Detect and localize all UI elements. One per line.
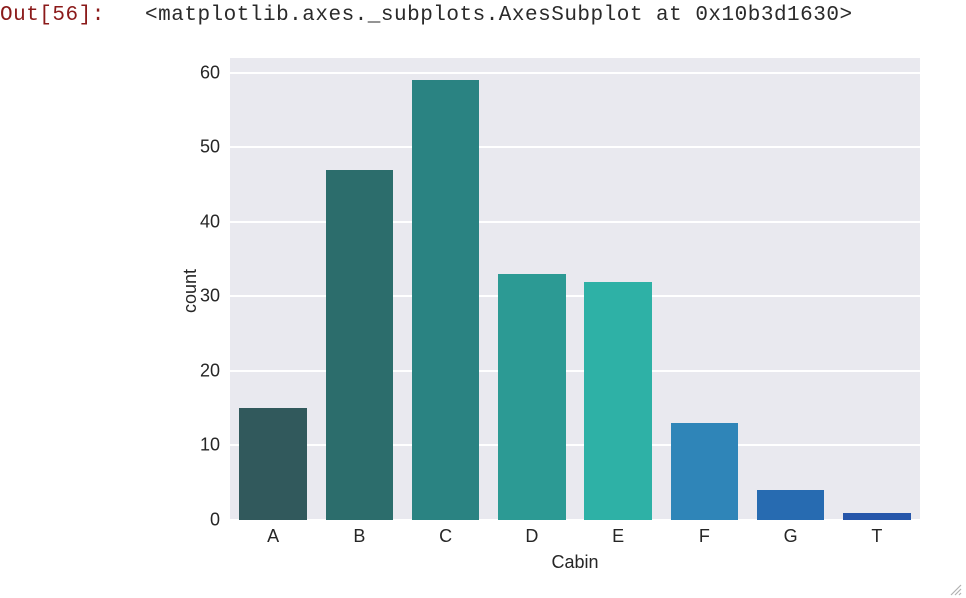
y-axis-label: count: [180, 269, 201, 313]
bar-B: [326, 170, 393, 520]
bar-E: [584, 282, 651, 520]
grid-line: [230, 146, 920, 148]
plot-area: [230, 58, 920, 520]
output-prompt: Out[56]:: [0, 4, 105, 27]
bar-A: [239, 408, 306, 520]
x-tick-label: F: [699, 526, 710, 547]
x-tick-label: A: [267, 526, 279, 547]
resize-handle-icon: [948, 582, 962, 596]
bar-G: [757, 490, 824, 520]
output-line: Out[56]: <matplotlib.axes._subplots.Axes…: [0, 4, 853, 27]
y-tick-label: 40: [200, 211, 220, 232]
y-tick-label: 10: [200, 435, 220, 456]
x-axis-label: Cabin: [551, 552, 598, 573]
y-tick-label: 0: [210, 510, 220, 531]
x-tick-label: E: [612, 526, 624, 547]
y-tick-label: 60: [200, 62, 220, 83]
x-tick-label: C: [439, 526, 452, 547]
x-tick-label: G: [784, 526, 798, 547]
bar-T: [843, 513, 910, 520]
grid-line: [230, 72, 920, 74]
bar-C: [412, 80, 479, 520]
chart-figure: 0 10 20 30 40 50 60 A B C D E F G T count Cabin: [150, 40, 940, 580]
bar-D: [498, 274, 565, 520]
x-tick-label: T: [871, 526, 882, 547]
y-tick-label: 30: [200, 286, 220, 307]
y-tick-label: 50: [200, 137, 220, 158]
output-repr: <matplotlib.axes._subplots.AxesSubplot a…: [145, 4, 853, 27]
y-tick-label: 20: [200, 360, 220, 381]
x-tick-label: B: [353, 526, 365, 547]
x-tick-label: D: [525, 526, 538, 547]
bar-F: [671, 423, 738, 520]
